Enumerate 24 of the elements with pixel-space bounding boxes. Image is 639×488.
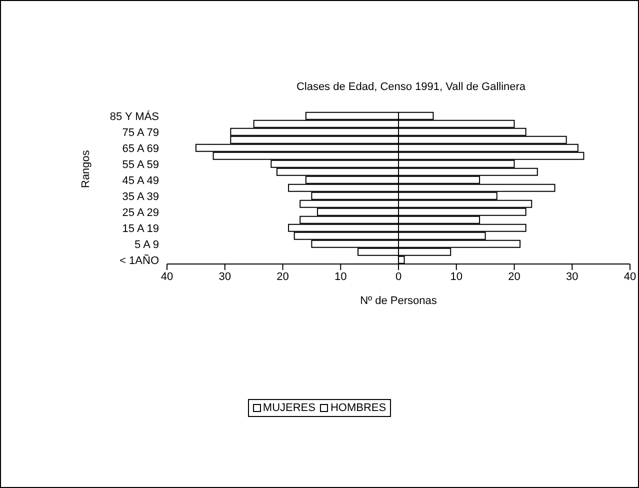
y-tick-label: 25 A 29 — [122, 206, 159, 219]
legend-label: MUJERES — [262, 402, 316, 414]
x-tick-label: 20 — [276, 270, 289, 283]
y-tick-label: 75 A 79 — [122, 126, 159, 139]
x-axis-title: Nº de Personas — [360, 295, 438, 307]
y-tick-label: 5 A 9 — [134, 238, 159, 251]
x-tick-label: 30 — [566, 270, 578, 283]
x-tick-label: 0 — [395, 270, 402, 283]
y-tick-label: 65 A 69 — [122, 142, 159, 155]
x-tick-label: 10 — [334, 270, 347, 283]
y-tick-label: 45 A 49 — [122, 174, 159, 187]
x-tick-label: 30 — [218, 270, 231, 283]
y-axis-title: Rangos — [80, 150, 92, 188]
y-tick-label: 85 Y MÁS — [110, 110, 159, 123]
x-tick-label: 10 — [450, 270, 462, 283]
x-tick-label: 40 — [624, 270, 636, 283]
x-tick-label: 40 — [160, 270, 174, 283]
y-tick-label: < 1AÑO — [120, 254, 160, 267]
x-tick-label: 20 — [508, 270, 520, 283]
y-tick-label: 35 A 39 — [122, 190, 159, 203]
chart-title: Clases de Edad, Censo 1991, Vall de Gallinera — [295, 81, 527, 93]
y-tick-label: 15 A 19 — [122, 222, 159, 235]
legend-label: HOMBRES — [329, 402, 386, 414]
y-tick-label: 55 A 59 — [122, 158, 159, 171]
